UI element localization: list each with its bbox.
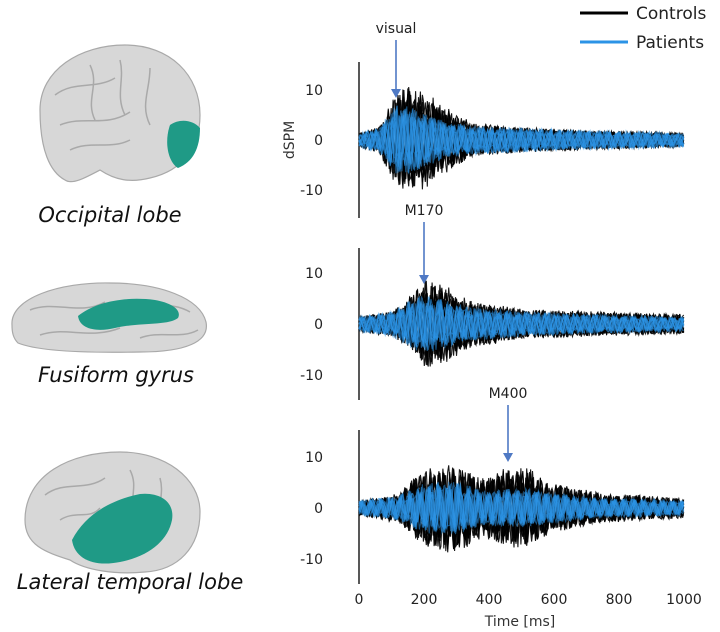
trace-patients (358, 482, 685, 532)
y-tick-label: 10 (305, 83, 323, 99)
trace-patients (358, 111, 685, 171)
legend-controls-label: Controls (636, 4, 706, 24)
legend: Controls Patients (580, 4, 706, 53)
annotation-m170: M170 (405, 203, 444, 219)
annotation-arrowhead (503, 453, 513, 462)
series-patients (358, 295, 685, 352)
y-tick-label: 10 (305, 450, 323, 466)
y-tick-label: 0 (314, 501, 323, 517)
region-label-temporal: Lateral temporal lobe (17, 570, 243, 594)
y-tick-label: 10 (305, 266, 323, 282)
x-tick-label: 600 (541, 592, 568, 608)
x-tick-label: 400 (476, 592, 503, 608)
y-tick-label: -10 (300, 552, 323, 568)
trace-patients (358, 482, 685, 534)
region-label-fusiform: Fusiform gyrus (38, 363, 194, 387)
annotation-arrowhead (391, 89, 401, 98)
y-tick-label: -10 (300, 183, 323, 199)
brain-occipital-image (39, 44, 201, 183)
annotation-m400-label: M400 (489, 386, 528, 402)
legend-patients-label: Patients (636, 33, 704, 53)
region-label-occipital: Occipital lobe (38, 203, 181, 227)
annotation-visual-label: visual (376, 21, 417, 37)
trace-patients (358, 110, 684, 174)
x-tick-label: 200 (411, 592, 438, 608)
annotation-visual: visual (376, 21, 417, 37)
x-axis-title: Time [ms] (484, 614, 556, 630)
plots: 10 0 -10 10 0 -10 10 0 -10 0 200 400 600 800 1000 (300, 40, 702, 608)
panel-2: 10 0 -10 (300, 222, 685, 400)
panel-3: 10 0 -10 0 200 400 600 800 1000 (300, 405, 702, 608)
panel-1: 10 0 -10 (300, 40, 685, 218)
brain-fusiform-image (11, 282, 207, 353)
brain-temporal-image (24, 451, 201, 574)
series-patients (358, 481, 685, 535)
annotation-m400: M400 (489, 386, 528, 402)
series-patients (358, 105, 685, 175)
y-tick-label: -10 (300, 368, 323, 384)
x-tick-label: 1000 (666, 592, 702, 608)
y-tick-label: 0 (314, 133, 323, 149)
y-tick-label: 0 (314, 317, 323, 333)
y-axis-title: dSPM (282, 121, 298, 159)
trace-patients (358, 301, 684, 351)
annotation-arrowhead (419, 275, 429, 284)
x-tick-label: 800 (606, 592, 633, 608)
brain-illustrations (11, 44, 207, 574)
annotation-m170-label: M170 (405, 203, 444, 219)
x-tick-label: 0 (355, 592, 364, 608)
